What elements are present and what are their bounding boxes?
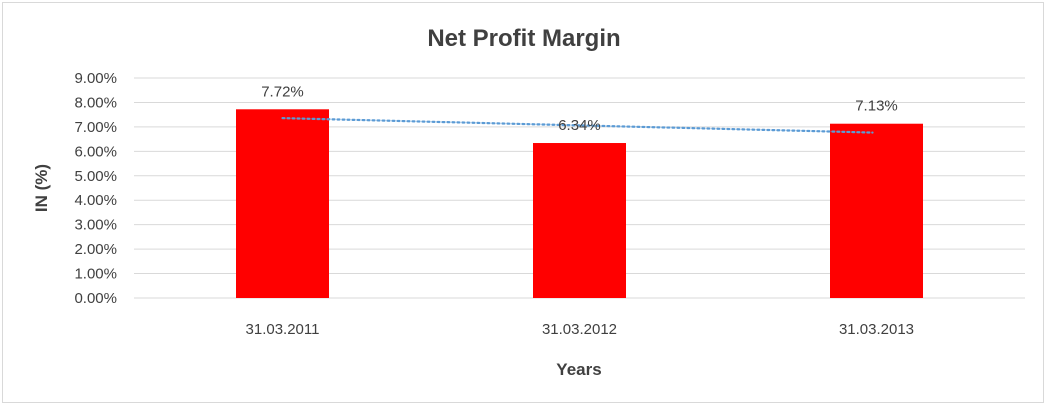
y-tick-label: 8.00% — [74, 94, 117, 111]
chart-border — [2, 2, 1044, 403]
x-tick-label: 31.03.2012 — [542, 321, 617, 338]
bar — [830, 123, 923, 298]
data-label: 7.72% — [261, 83, 304, 100]
bar — [533, 143, 626, 298]
y-tick-label: 3.00% — [74, 217, 117, 234]
y-tick-label: 1.00% — [74, 266, 117, 283]
y-tick-label: 5.00% — [74, 168, 117, 185]
y-tick-label: 9.00% — [74, 70, 117, 87]
y-tick-label: 0.00% — [74, 290, 117, 307]
y-tick-label: 7.00% — [74, 119, 117, 136]
x-axis-label: Years — [556, 360, 601, 379]
trendline — [281, 117, 874, 134]
y-tick-label: 2.00% — [74, 241, 117, 258]
data-label: 7.13% — [855, 98, 898, 115]
y-tick-label: 6.00% — [74, 143, 117, 160]
bar — [236, 109, 329, 299]
chart-title: Net Profit Margin — [427, 25, 620, 52]
x-tick-label: 31.03.2013 — [839, 321, 914, 338]
y-tick-label: 4.00% — [74, 192, 117, 209]
data-label: 6.34% — [558, 117, 601, 134]
x-tick-label: 31.03.2011 — [246, 321, 320, 338]
y-axis-label: IN (%) — [32, 164, 51, 212]
